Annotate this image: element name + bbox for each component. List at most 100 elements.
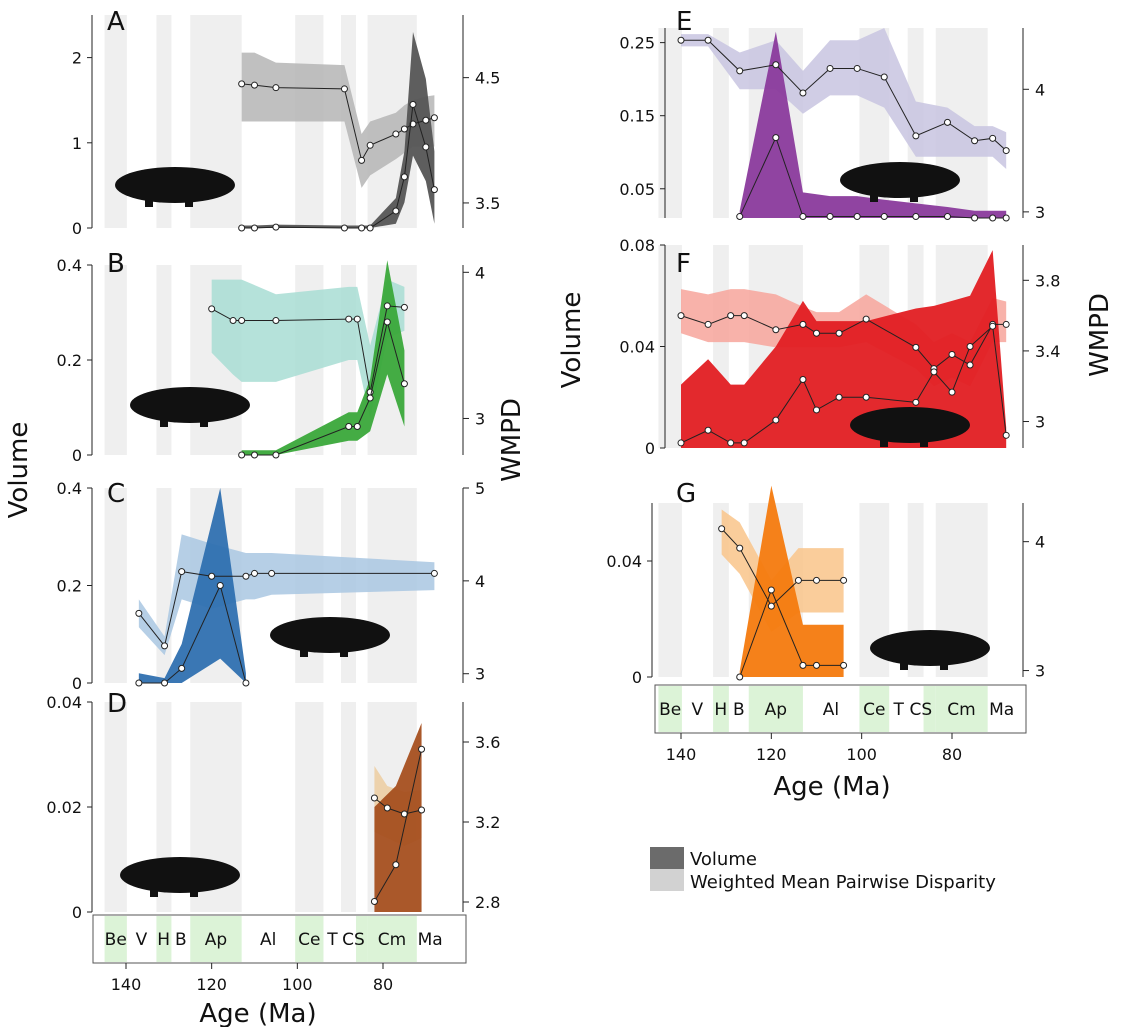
- dinosaur-silhouette-icon: [150, 875, 158, 897]
- wmpd-tick-label: 3.8: [1035, 271, 1060, 290]
- stage-label-Ap: Ap: [765, 700, 787, 720]
- wmpd-point: [430, 114, 438, 122]
- volume-tick-label: 0: [645, 439, 655, 458]
- wmpd-tick-label: 3: [475, 409, 485, 428]
- wmpd-tick-label: 5: [475, 479, 485, 498]
- wmpd-point: [242, 572, 250, 580]
- volume-point: [418, 745, 426, 753]
- volume-tick-label: 1: [72, 134, 82, 153]
- x-tick-label: 100: [282, 975, 313, 994]
- dinosaur-silhouette-icon: [870, 630, 990, 666]
- volume-point: [392, 207, 400, 215]
- stage-band: [713, 28, 729, 218]
- wmpd-point: [767, 602, 775, 610]
- panel-label-B: B: [107, 249, 125, 279]
- stage-label-T: T: [893, 700, 905, 720]
- volume-point: [340, 224, 348, 232]
- x-tick-label: 80: [942, 745, 962, 764]
- stage-band: [295, 702, 324, 912]
- wmpd-point: [736, 544, 744, 552]
- stage-label-Cm: Cm: [378, 930, 406, 950]
- dinosaur-silhouette-icon: [340, 635, 348, 657]
- legend-swatch-wmpd: [650, 869, 684, 891]
- volume-point: [383, 318, 391, 326]
- volume-point: [216, 582, 224, 589]
- panel-label-G: G: [676, 479, 696, 509]
- panel-D: 0 0.02 0.04 2.8 3.2 3.6 D: [46, 689, 500, 922]
- dinosaur-silhouette-icon: [840, 162, 960, 198]
- wmpd-point: [826, 64, 834, 72]
- panel-B: 0 0.2 0.4 3 4 B: [57, 249, 486, 465]
- stage-highlight: [713, 686, 729, 732]
- x-tick-label: 120: [756, 745, 787, 764]
- dinosaur-silhouette-icon: [880, 425, 888, 447]
- wmpd-point: [677, 36, 685, 44]
- wmpd-point: [1002, 147, 1010, 155]
- legend-label-volume: Volume: [690, 849, 757, 870]
- stage-label-H: H: [157, 930, 170, 950]
- wmpd-point: [989, 134, 997, 142]
- panel-C: 0 0.2 0.4 3 4 5 C: [57, 479, 486, 693]
- volume-point: [912, 398, 920, 406]
- volume-tick-label: 0.4: [57, 479, 82, 498]
- volume-point: [862, 393, 870, 401]
- panel-label-A: A: [107, 7, 125, 37]
- stage-label-Al: Al: [260, 930, 276, 950]
- volume-point: [767, 586, 775, 594]
- wmpd-point: [272, 84, 280, 92]
- stage-label-T: T: [326, 930, 338, 950]
- volume-point: [1002, 214, 1010, 222]
- volume-point: [948, 388, 956, 396]
- dinosaur-silhouette-icon: [120, 857, 240, 893]
- wmpd-tick-label: 3.5: [475, 194, 500, 213]
- wmpd-point: [251, 569, 258, 577]
- wmpd-point: [971, 137, 979, 145]
- stage-highlight: [923, 686, 936, 732]
- wmpd-point: [370, 794, 378, 802]
- wmpd-point: [208, 305, 216, 313]
- volume-point: [727, 439, 735, 447]
- wmpd-point: [912, 132, 920, 140]
- wmpd-tick-label: 3.2: [475, 813, 500, 832]
- volume-point: [799, 661, 807, 669]
- volume-point: [430, 186, 438, 194]
- volume-point: [251, 451, 258, 459]
- wmpd-tick-label: 4: [1035, 533, 1045, 552]
- wmpd-point: [912, 343, 920, 351]
- volume-point: [422, 143, 430, 151]
- wmpd-point: [736, 67, 744, 75]
- volume-tick-label: 2: [72, 49, 82, 68]
- volume-point: [799, 375, 807, 383]
- stage-band: [341, 702, 357, 912]
- stage-highlight: [356, 916, 368, 962]
- wmpd-point: [272, 317, 280, 325]
- volume-tick-label: 0.08: [619, 236, 655, 255]
- volume-point: [736, 673, 744, 681]
- panel-label-F: F: [676, 249, 691, 279]
- wmpd-band: [681, 28, 1007, 169]
- dinosaur-silhouette-icon: [190, 875, 198, 897]
- panel-label-C: C: [107, 479, 125, 509]
- volume-point: [799, 213, 807, 221]
- wmpd-tick-label: 4: [475, 263, 485, 282]
- dinosaur-silhouette-icon: [115, 167, 235, 203]
- volume-tick-label: 0.04: [46, 693, 82, 712]
- wmpd-point: [948, 350, 956, 358]
- left-wmpd-title: WMPD: [497, 398, 527, 482]
- stage-band: [658, 28, 682, 218]
- panel-label-E: E: [676, 7, 692, 37]
- stage-highlight: [190, 916, 242, 962]
- stage-highlight: [104, 916, 127, 962]
- volume-point: [813, 661, 820, 669]
- volume-tick-label: 0.4: [57, 256, 82, 275]
- timescale-left: Be V H B Ap Al Ce T CS Cm Ma 140 120 100 80: [92, 914, 467, 994]
- volume-point: [135, 679, 143, 687]
- wmpd-point: [835, 329, 843, 337]
- wmpd-point: [345, 315, 353, 323]
- x-tick-label: 120: [196, 975, 227, 994]
- wmpd-point: [238, 317, 246, 325]
- wmpd-point: [358, 156, 366, 164]
- stage-highlight: [156, 916, 172, 962]
- x-tick-label: 140: [666, 745, 697, 764]
